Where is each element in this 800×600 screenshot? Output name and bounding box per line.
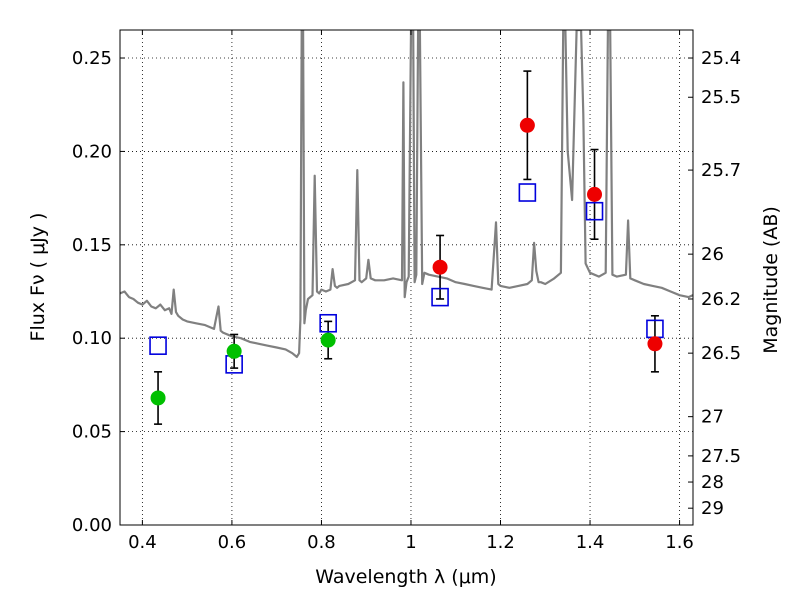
- y2-tick-label: 25.5: [701, 87, 741, 108]
- grid: [120, 30, 693, 525]
- model-photometry-square: [518, 183, 537, 202]
- y2-tick-label: 27.5: [701, 446, 741, 467]
- x-axis-label: Wavelength λ (μm): [315, 566, 496, 588]
- y2-tick-label: 28: [701, 472, 724, 493]
- x-tick-label: 1: [405, 532, 416, 553]
- y2-tick-label: 29: [701, 498, 724, 519]
- observed-photometry-point: [432, 259, 448, 275]
- marker-layer: [149, 70, 664, 425]
- data-layer: [120, 30, 693, 358]
- plot-frame: [119, 29, 694, 526]
- y2-tick-label: 25.4: [701, 48, 741, 69]
- model-photometry-square: [319, 313, 337, 333]
- model-spectrum-line: [120, 30, 693, 358]
- observed-photometry-point: [519, 117, 535, 133]
- observed-photometry-point: [226, 343, 242, 359]
- ticks: 0.4 0.6 0.8 1 1.2 1.4 1.6 0.00 0.05 0.10 0.15 0.20 0…: [72, 30, 741, 553]
- model-photometry-square: [431, 287, 449, 307]
- y-tick-label: 0.25: [72, 48, 112, 69]
- y-tick-label: 0.05: [72, 422, 112, 443]
- x-tick-label: 1.4: [576, 532, 605, 553]
- observed-photometry-point: [150, 390, 166, 406]
- y2-tick-label: 26: [701, 244, 724, 265]
- model-photometry-square: [149, 336, 167, 355]
- observed-photometry-point: [647, 336, 663, 352]
- y2-tick-label: 26.2: [701, 289, 741, 310]
- y-axis-label: Flux Fν ( μJy ): [27, 213, 49, 342]
- x-tick-label: 0.6: [218, 532, 247, 553]
- y-tick-label: 0.20: [72, 141, 112, 162]
- x-tick-label: 0.4: [128, 532, 157, 553]
- observed-photometry-point: [320, 332, 336, 348]
- x-tick-label: 1.2: [486, 532, 515, 553]
- y2-tick-label: 26.5: [701, 343, 741, 364]
- x-tick-label: 1.6: [665, 532, 694, 553]
- y2-axis-label: Magnitude (AB): [760, 206, 782, 354]
- y-tick-label: 0.00: [72, 515, 112, 536]
- y2-tick-label: 25.7: [701, 160, 741, 181]
- plot-background: [120, 30, 693, 525]
- y-tick-label: 0.15: [72, 235, 112, 256]
- x-tick-label: 0.8: [307, 532, 336, 553]
- model-photometry-square: [585, 201, 604, 221]
- y-tick-label: 0.10: [72, 328, 112, 349]
- y2-tick-label: 27: [701, 407, 724, 428]
- observed-photometry-point: [587, 186, 603, 202]
